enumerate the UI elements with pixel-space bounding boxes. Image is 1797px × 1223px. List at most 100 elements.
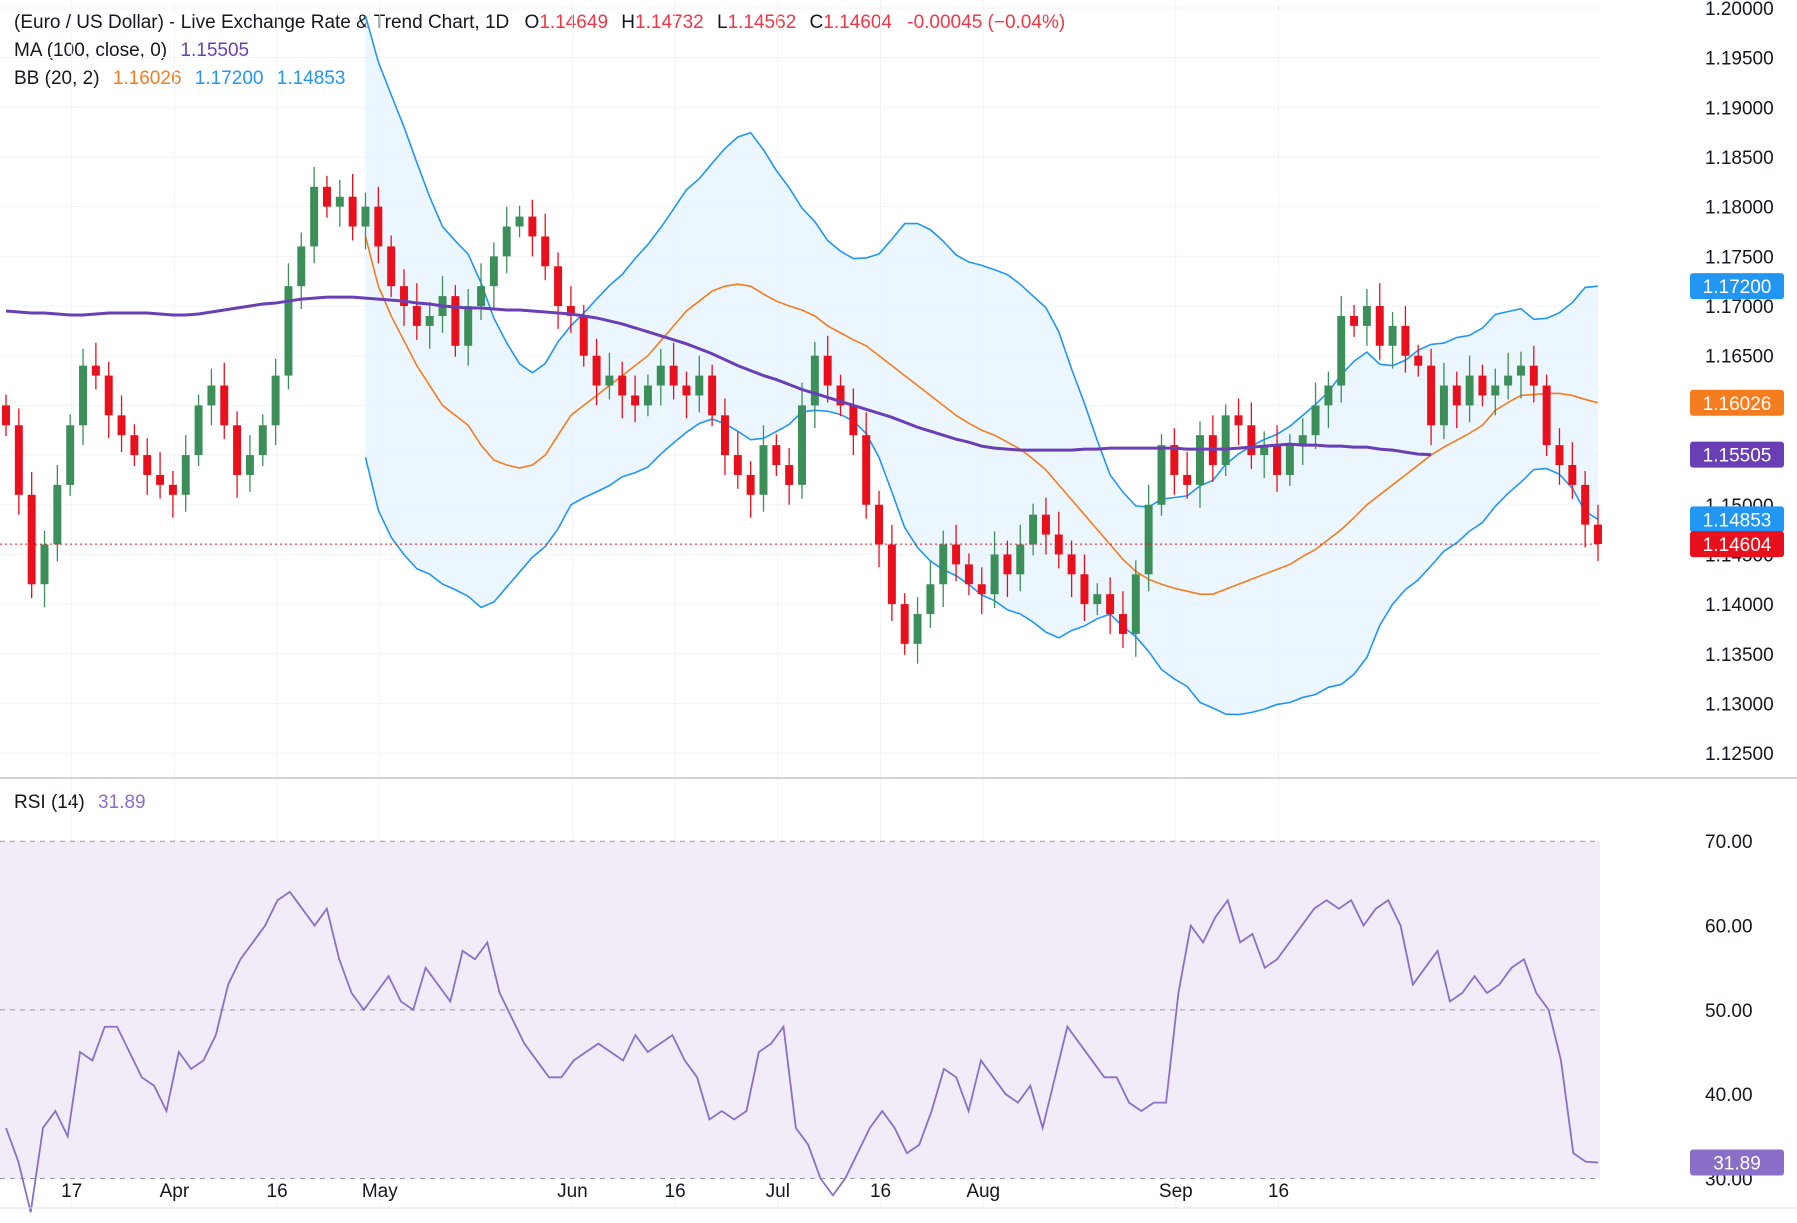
- candle-body: [1080, 574, 1089, 605]
- candle-body: [1144, 504, 1153, 575]
- candle-body: [477, 286, 486, 307]
- candle-body: [746, 474, 755, 495]
- time-tick-label: 16: [1268, 1181, 1289, 1202]
- candle-body: [1414, 355, 1423, 366]
- candle-body: [977, 584, 986, 595]
- bb-legend-label: BB (20, 2): [14, 68, 100, 89]
- candle-body: [1029, 514, 1038, 545]
- candle-body: [554, 266, 563, 307]
- candle-body: [695, 375, 704, 396]
- price-tag-label: 1.14604: [1703, 535, 1772, 556]
- candle-body: [91, 365, 100, 376]
- candle-body: [887, 544, 896, 605]
- price-tag-label: 1.15505: [1703, 446, 1772, 467]
- candle-body: [425, 315, 434, 326]
- candle-body: [836, 385, 845, 406]
- candle-body: [66, 425, 75, 485]
- candle-body: [1016, 544, 1025, 575]
- price-tag: [1690, 506, 1784, 533]
- time-tick-label: 17: [61, 1181, 82, 1202]
- candle-body: [643, 385, 652, 406]
- rsi-series: [5, 890, 1599, 1213]
- time-axis[interactable]: 17 Apr 16 May Jun 16 Jul 16 Aug Sep 16: [61, 1181, 1289, 1202]
- candle-body: [156, 474, 165, 485]
- candle-body: [1234, 415, 1243, 426]
- candle-body: [40, 544, 49, 585]
- candle-body: [502, 226, 511, 257]
- candle-body: [464, 306, 473, 346]
- candle-body: [1465, 375, 1474, 406]
- candle-body: [400, 286, 408, 307]
- candle-body: [862, 435, 871, 505]
- time-tick-label: Jun: [557, 1181, 588, 1202]
- price-tick-label: 1.13000: [1705, 694, 1774, 715]
- candle-body: [849, 405, 858, 436]
- price-tag-label: 1.14853: [1703, 510, 1772, 531]
- candle-body: [1093, 594, 1102, 605]
- candle-body: [297, 246, 306, 287]
- rsi-line: [5, 890, 1599, 1213]
- candle-body: [1260, 445, 1269, 456]
- candle-body: [1388, 325, 1397, 346]
- candle-body: [451, 296, 460, 346]
- candle-body: [1221, 415, 1230, 466]
- time-tick-label: 16: [267, 1181, 288, 1202]
- rsi-legend-label: RSI (14): [14, 792, 85, 813]
- candle-body: [1106, 594, 1115, 615]
- candle-body: [1247, 425, 1256, 456]
- rsi-tick-label: 40.00: [1705, 1085, 1753, 1106]
- rsi-tick-label: 70.00: [1705, 832, 1753, 853]
- candle-body: [592, 355, 601, 386]
- candle-body: [361, 206, 370, 227]
- candle-body: [335, 196, 344, 207]
- candle-body: [618, 375, 627, 396]
- bb-legend-lower: 1.14853: [276, 68, 346, 89]
- candle-body: [1285, 445, 1294, 475]
- price-axis[interactable]: 1.125001.130001.135001.140001.145001.150…: [1690, 0, 1784, 765]
- candle-body: [1427, 365, 1436, 426]
- candle-body: [194, 405, 203, 456]
- candle-body: [1067, 554, 1076, 575]
- candle-body: [220, 385, 229, 426]
- rsi-grid: [0, 840, 1600, 1179]
- candle-body: [181, 455, 190, 495]
- candle-body: [605, 375, 614, 386]
- candle-body: [1298, 435, 1307, 446]
- rsi-legend-value: 31.89: [98, 792, 146, 813]
- ma-legend[interactable]: MA (100, close, 0) 1.15505: [14, 40, 249, 62]
- price-tag-label: 1.16026: [1703, 394, 1772, 415]
- candle-body: [207, 385, 216, 406]
- candle-body: [1183, 474, 1192, 485]
- candle-body: [631, 395, 640, 406]
- time-tick-label: Jul: [766, 1181, 790, 1202]
- candle-body: [1324, 385, 1333, 406]
- bb-legend[interactable]: BB (20, 2) 1.16026 1.17200 1.14853: [14, 68, 345, 90]
- candle-body: [926, 584, 935, 615]
- candle-body: [759, 445, 768, 495]
- candle-body: [1555, 445, 1564, 466]
- ohlc-high-value: 1.14732: [635, 12, 704, 33]
- candle-body: [271, 375, 280, 426]
- candle-body: [284, 286, 293, 376]
- candle-body: [900, 604, 909, 644]
- moving-average-100: [0, 295, 1600, 545]
- candle-body: [374, 206, 383, 247]
- rsi-legend[interactable]: RSI (14) 31.89: [14, 792, 146, 814]
- price-tick-label: 1.19000: [1705, 98, 1774, 119]
- candle-body: [258, 425, 267, 456]
- candle-body: [130, 435, 139, 456]
- candle-body: [1401, 325, 1410, 356]
- candle-body: [1003, 554, 1012, 575]
- candle-body: [875, 504, 884, 545]
- bb-legend-basis: 1.16026: [112, 68, 182, 89]
- candle-body: [322, 186, 331, 207]
- candle-body: [412, 306, 421, 326]
- candle-body: [1170, 445, 1179, 475]
- price-tick-label: 1.19500: [1705, 49, 1774, 70]
- time-tick-label: Apr: [160, 1181, 190, 1202]
- candle-body: [1311, 405, 1320, 436]
- price-tag: [1690, 273, 1784, 300]
- ma-legend-label: MA (100, close, 0): [14, 40, 168, 61]
